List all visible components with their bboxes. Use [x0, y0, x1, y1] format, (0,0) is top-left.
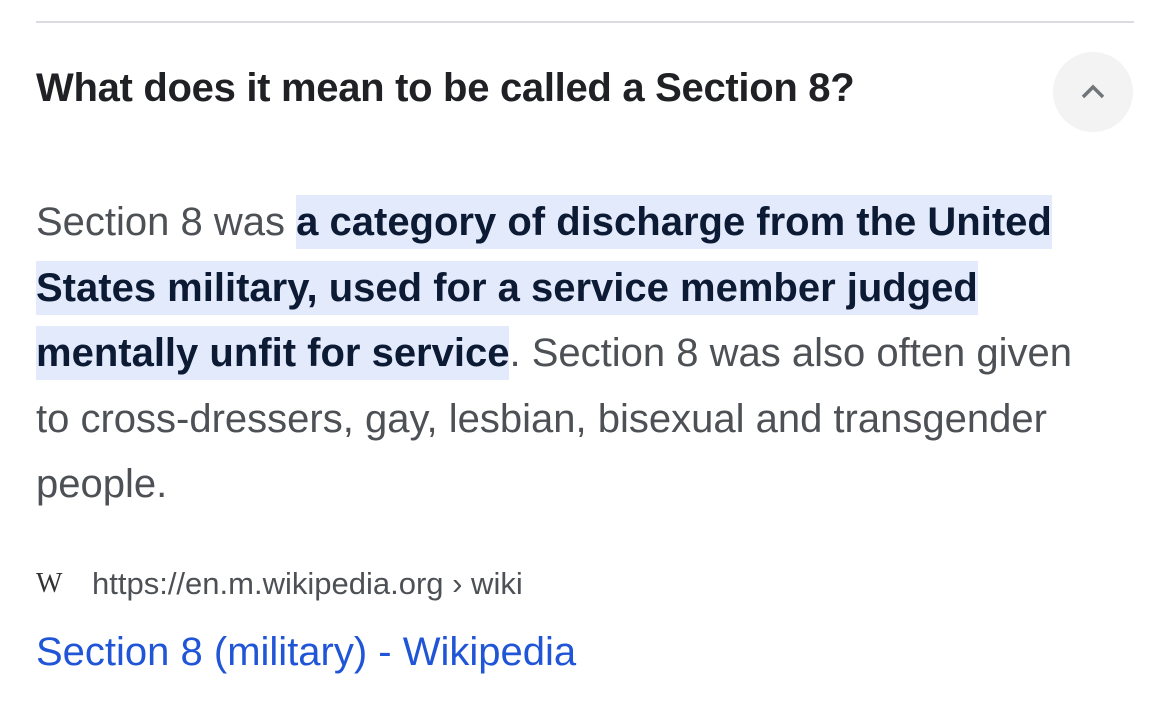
wikipedia-icon: W	[36, 568, 62, 599]
collapse-button[interactable]	[1053, 52, 1133, 132]
answer-prefix: Section 8 was	[36, 200, 297, 244]
source-row[interactable]: W https://en.m.wikipedia.org › wiki	[36, 566, 523, 602]
divider	[36, 21, 1134, 23]
source-link[interactable]: Section 8 (military) - Wikipedia	[36, 630, 577, 674]
answer-suffix: . Section 8 was also often given to cros…	[36, 331, 1073, 506]
answer-text: Section 8 was a category of discharge fr…	[36, 190, 1116, 518]
source-url: https://en.m.wikipedia.org › wiki	[92, 566, 523, 601]
chevron-up-icon	[1081, 84, 1105, 99]
question-heading[interactable]: What does it mean to be called a Section…	[36, 66, 855, 110]
